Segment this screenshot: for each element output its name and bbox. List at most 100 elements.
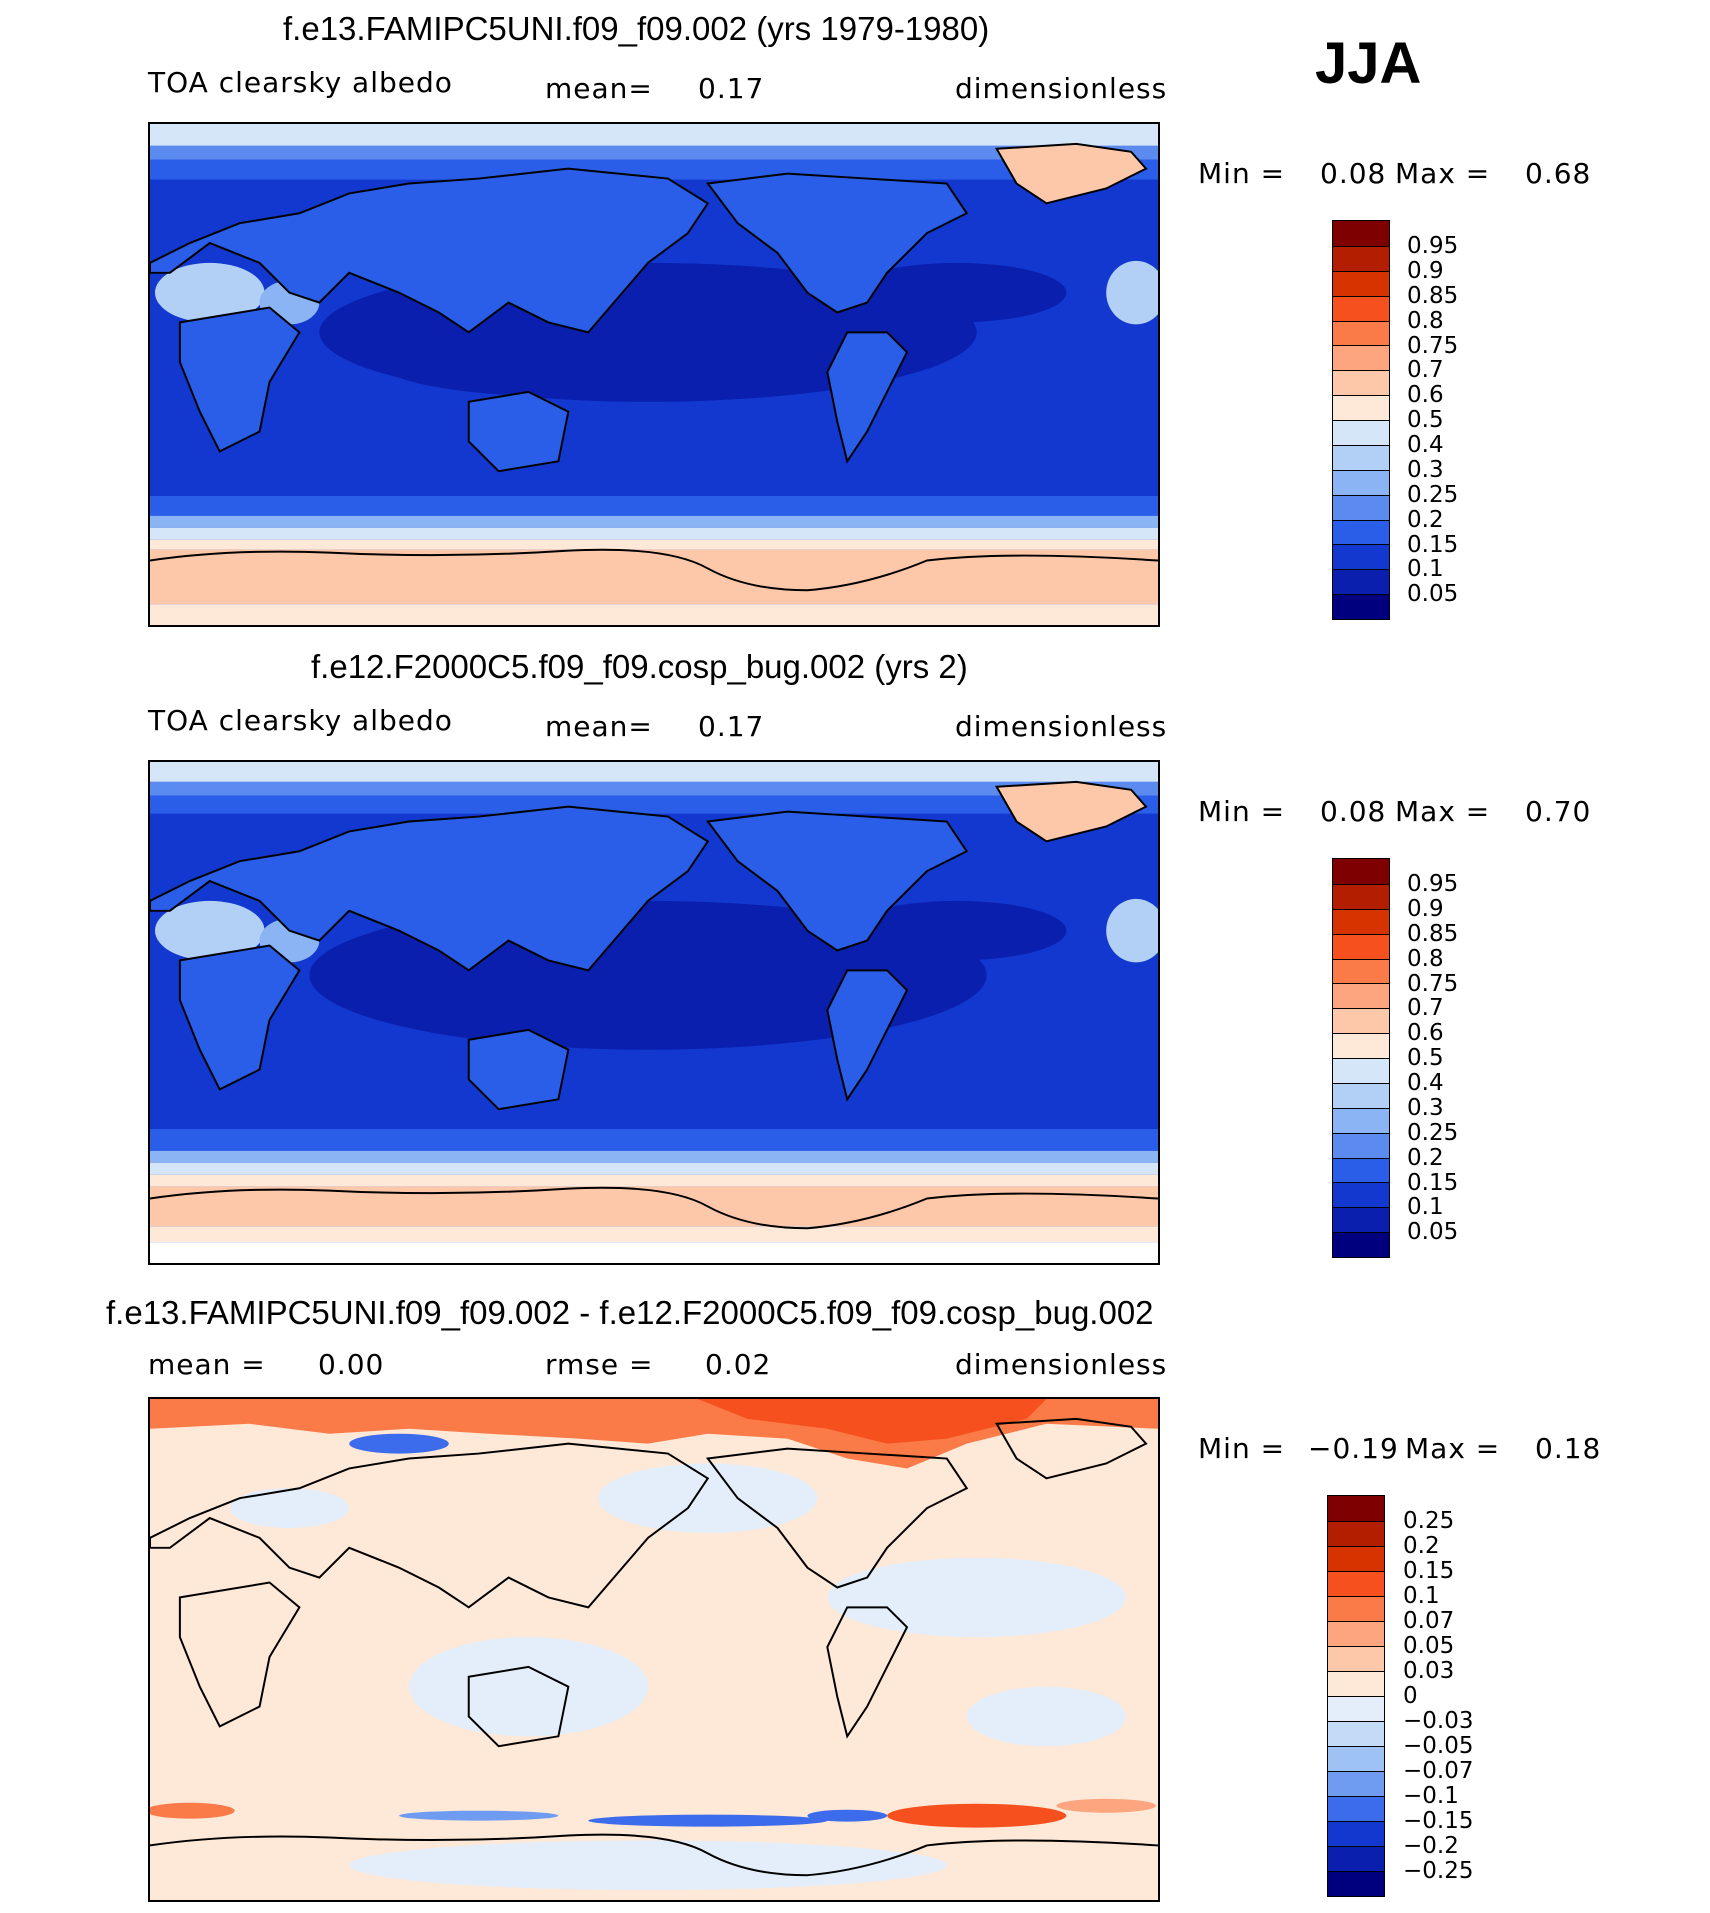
colorbar-segment [1328, 1646, 1384, 1671]
colorbar-tick-label: 0.2 [1407, 506, 1444, 533]
colorbar-tick-label: 0.25 [1407, 1119, 1459, 1146]
colorbar-tick-label: −0.07 [1403, 1758, 1474, 1784]
colorbar-tick-label: 0.4 [1407, 1070, 1444, 1096]
panel-1-max-value: 0.68 [1525, 157, 1592, 190]
colorbar-segment [1328, 1571, 1384, 1596]
panel-2-max-value: 0.70 [1525, 795, 1592, 828]
panel-3-map [148, 1397, 1160, 1902]
colorbar-tick-label: 0.03 [1403, 1658, 1455, 1684]
colorbar-segment [1333, 1182, 1389, 1208]
colorbar-tick-label: 0.05 [1407, 1219, 1459, 1246]
panel-3-rmse-label: rmse = [545, 1348, 654, 1381]
colorbar-segment [1333, 1107, 1389, 1133]
panel-1-units: dimensionless [955, 72, 1168, 105]
colorbar-segment [1328, 1596, 1384, 1621]
panel-1-min-value: 0.08 [1320, 157, 1387, 190]
colorbar-tick-label: 0.2 [1403, 1533, 1440, 1559]
colorbar-tick-label: 0.6 [1407, 382, 1444, 409]
colorbar-tick-label: −0.2 [1403, 1833, 1459, 1859]
panel-3-max-label: Max = [1405, 1432, 1501, 1465]
colorbar-tick-label: 0.75 [1407, 332, 1459, 359]
colorbar-segment [1333, 469, 1389, 495]
colorbar-segment [1333, 1207, 1389, 1233]
colorbar-segment [1333, 883, 1389, 909]
panel-3-max-value: 0.18 [1535, 1432, 1602, 1465]
colorbar-tick-label: 0.95 [1407, 871, 1459, 897]
colorbar-tick-label: 0.15 [1407, 1169, 1459, 1196]
panel-2-colorbar-ticks: 0.95 0.9 0.85 0.8 0.75 0.7 0.6 0.5 0.4 0.3 0.25 0.2… [1407, 872, 1458, 1245]
colorbar-segment [1333, 569, 1389, 595]
colorbar-segment [1333, 1157, 1389, 1183]
panel-3-colorbar-ticks: 0.25 0.2 0.15 0.1 0.07 0.05 0.03 0 −0.03 −0.05 −0.… [1403, 1509, 1473, 1884]
panel-1-mean-label: mean= [545, 72, 653, 105]
colorbar-tick-label: 0.8 [1407, 307, 1444, 334]
panel-3-mean-label: mean = [148, 1348, 266, 1381]
colorbar-segment [1328, 1521, 1384, 1546]
colorbar-tick-label: 0.95 [1407, 233, 1459, 259]
colorbar-segment [1333, 295, 1389, 321]
panel-1-colorbar [1332, 220, 1390, 620]
season-label: JJA [1315, 31, 1422, 96]
panel-1-variable: TOA clearsky albedo [148, 66, 453, 99]
panel-2-max-label: Max = [1395, 795, 1491, 828]
panel-1-map [148, 122, 1160, 627]
colorbar-tick-label: 0.9 [1407, 895, 1444, 922]
panel-2-map-svg [150, 762, 1158, 1263]
panel-1-mean-value: 0.17 [698, 72, 765, 105]
colorbar-tick-label: 0.2 [1407, 1144, 1444, 1171]
colorbar-segment [1328, 1496, 1384, 1521]
colorbar-segment [1333, 958, 1389, 984]
colorbar-segment [1333, 1058, 1389, 1083]
panel-3-mean-value: 0.00 [318, 1348, 385, 1381]
panel-2-units: dimensionless [955, 710, 1168, 743]
colorbar-tick-label: 0.8 [1407, 945, 1444, 972]
colorbar-tick-label: 0.25 [1407, 481, 1459, 508]
colorbar-segment [1333, 494, 1389, 520]
colorbar-segment [1333, 544, 1389, 570]
colorbar-tick-label: 0.05 [1407, 581, 1459, 608]
panel-1-title: f.e13.FAMIPC5UNI.f09_f09.002 (yrs 1979-1… [283, 10, 990, 47]
panel-3-colorbar [1327, 1495, 1385, 1897]
colorbar-segment [1333, 444, 1389, 470]
colorbar-tick-label: 0.9 [1407, 257, 1444, 284]
panel-2-min-label: Min = [1198, 795, 1286, 828]
colorbar-segment [1333, 519, 1389, 545]
panel-1-max-label: Max = [1395, 157, 1491, 190]
colorbar-segment [1333, 420, 1389, 445]
colorbar-segment [1333, 320, 1389, 346]
colorbar-tick-label: 0.85 [1407, 282, 1459, 309]
colorbar-tick-label: 0.75 [1407, 970, 1459, 997]
colorbar-segment [1328, 1721, 1384, 1746]
colorbar-tick-label: −0.1 [1403, 1783, 1459, 1809]
colorbar-tick-label: 0.1 [1403, 1583, 1440, 1609]
colorbar-tick-label: 0.85 [1407, 920, 1459, 947]
colorbar-segment [1333, 1232, 1389, 1257]
panel-3-min-value: −0.19 [1308, 1432, 1399, 1465]
colorbar-segment [1328, 1671, 1384, 1696]
colorbar-tick-label: 0.5 [1407, 407, 1444, 434]
colorbar-tick-label: 0.15 [1403, 1558, 1455, 1584]
panel-3-map-svg [150, 1399, 1158, 1900]
colorbar-segment [1333, 1033, 1389, 1058]
panel-2-title: f.e12.F2000C5.f09_f09.cosp_bug.002 (yrs … [311, 648, 968, 685]
colorbar-tick-label: 0 [1403, 1683, 1418, 1709]
panel-2-continents [150, 805, 969, 1111]
colorbar-segment [1333, 594, 1389, 619]
panel-2-min-value: 0.08 [1320, 795, 1387, 828]
colorbar-segment [1333, 370, 1389, 396]
colorbar-tick-label: 0.4 [1407, 432, 1444, 458]
colorbar-segment [1333, 345, 1389, 371]
panel-3-min-label: Min = [1198, 1432, 1286, 1465]
colorbar-segment [1333, 1082, 1389, 1108]
panel-3-title: f.e13.FAMIPC5UNI.f09_f09.002 - f.e12.F20… [106, 1294, 1154, 1331]
colorbar-tick-label: 0.6 [1407, 1020, 1444, 1047]
colorbar-tick-label: 0.25 [1403, 1508, 1455, 1534]
colorbar-segment [1328, 1696, 1384, 1721]
colorbar-segment [1333, 221, 1389, 246]
panel-1-continents [150, 167, 969, 473]
colorbar-tick-label: 0.07 [1403, 1608, 1455, 1634]
colorbar-tick-label: 0.3 [1407, 456, 1444, 483]
colorbar-segment [1333, 270, 1389, 296]
colorbar-segment [1333, 859, 1389, 884]
colorbar-segment [1333, 395, 1389, 420]
